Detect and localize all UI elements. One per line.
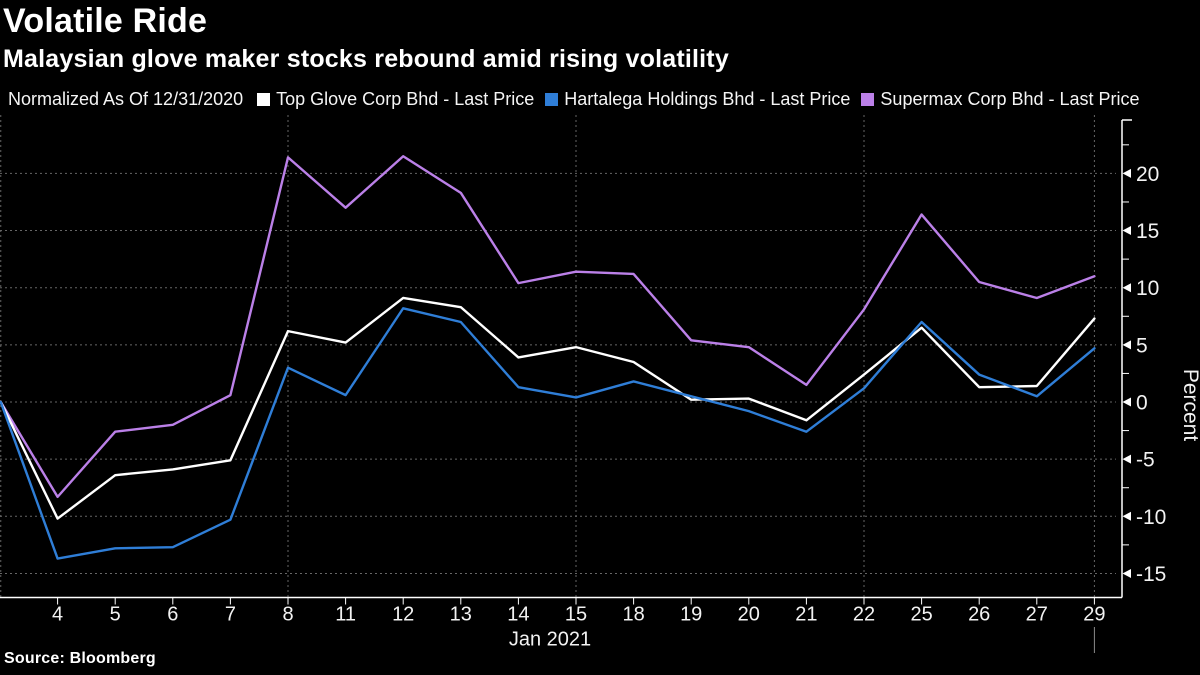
x-tick-label: 20 (738, 604, 760, 626)
y-tick-arrow-icon (1122, 511, 1131, 521)
series-line-2 (0, 155, 1096, 499)
y-tick-label: -10 (1136, 506, 1166, 529)
x-tick-label: 7 (225, 604, 236, 626)
x-tick-label: 6 (167, 604, 178, 626)
y-tick-arrow-icon (1122, 454, 1131, 464)
source-attribution: Source: Bloomberg (4, 650, 156, 667)
legend: Normalized As Of 12/31/2020 Top Glove Co… (8, 89, 1151, 110)
x-tick-label: 13 (450, 604, 472, 626)
series-line-0 (0, 296, 1096, 520)
x-tick-label: 14 (507, 604, 529, 626)
x-tick-label: 5 (110, 604, 121, 626)
x-axis-month-label: Jan 2021 (509, 629, 591, 651)
y-tick-label: -15 (1136, 563, 1166, 586)
y-tick-arrow-icon (1122, 340, 1131, 350)
y-tick-label: 0 (1136, 392, 1148, 415)
x-tick-label: 22 (853, 604, 875, 626)
x-tick-label: 29 (1083, 604, 1105, 626)
y-tick-arrow-icon (1122, 283, 1131, 293)
y-axis-title: Percent (1179, 369, 1200, 442)
x-tick-label: 11 (335, 604, 356, 626)
y-tick-arrow-icon (1122, 568, 1131, 578)
y-tick-arrow-icon (1122, 226, 1131, 236)
x-tick-label: 12 (392, 604, 414, 626)
x-tick-label: 4 (52, 604, 63, 626)
y-tick-label: 20 (1136, 163, 1159, 186)
y-tick-arrow-icon (1122, 397, 1131, 407)
y-tick-arrow-icon (1122, 168, 1131, 178)
legend-note: Normalized As Of 12/31/2020 (8, 89, 244, 109)
legend-marker-supermax-icon (861, 93, 875, 106)
y-tick-label: 15 (1136, 220, 1159, 243)
x-tick-label: 19 (680, 604, 702, 626)
legend-item-top-glove: Top Glove Corp Bhd - Last Price (257, 89, 534, 110)
x-tick-label: 21 (795, 604, 817, 626)
x-tick-label: 26 (968, 604, 990, 626)
legend-marker-hartalega-icon (545, 93, 559, 106)
page-title: Volatile Ride (3, 2, 208, 40)
y-tick-label: 5 (1136, 334, 1148, 357)
x-tick-label: 15 (565, 604, 587, 626)
series-line-1 (0, 307, 1096, 560)
legend-item-hartalega: Hartalega Holdings Bhd - Last Price (545, 89, 850, 110)
y-tick-label: -5 (1136, 449, 1155, 472)
legend-item-supermax: Supermax Corp Bhd - Last Price (861, 89, 1140, 110)
legend-label-top-glove: Top Glove Corp Bhd - Last Price (276, 89, 535, 109)
x-tick-label: 18 (622, 604, 644, 626)
legend-label-supermax: Supermax Corp Bhd - Last Price (880, 89, 1140, 109)
x-tick-label: 27 (1026, 604, 1048, 626)
x-tick-label: 25 (910, 604, 932, 626)
legend-marker-top-glove-icon (257, 93, 271, 106)
legend-label-hartalega: Hartalega Holdings Bhd - Last Price (564, 89, 851, 109)
line-chart-canvas: 20 15 10 5 0 -5 -10 -15 4 5 6 7 8 11 12 13 14 15 18 19 20 21 2… (0, 115, 1200, 653)
page-subtitle: Malaysian glove maker stocks rebound ami… (3, 45, 729, 73)
y-tick-label: 10 (1136, 277, 1159, 300)
x-tick-label: 8 (282, 604, 293, 626)
